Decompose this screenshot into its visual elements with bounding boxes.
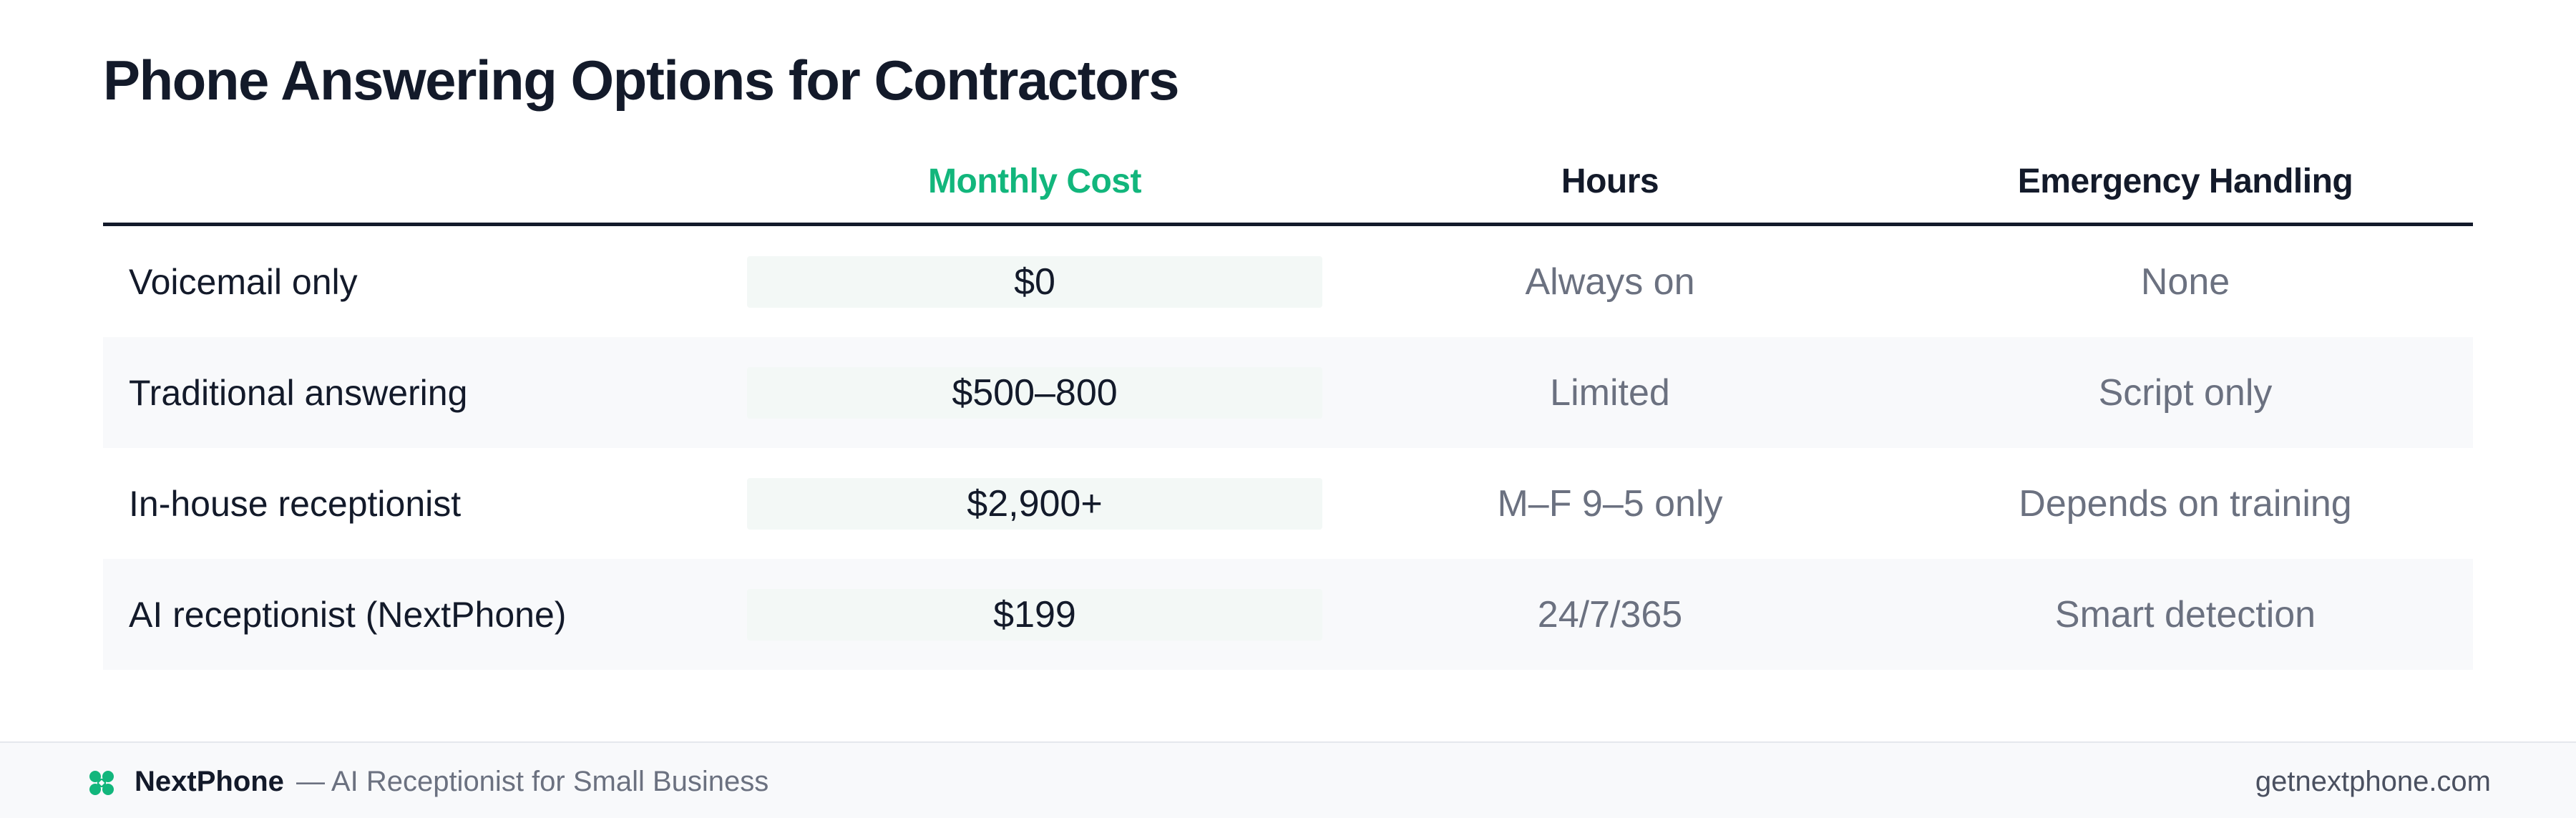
cost-cell: $199 (747, 588, 1322, 641)
nextphone-logo-icon (89, 771, 114, 795)
table-row: AI receptionist (NextPhone) $199 24/7/36… (103, 559, 2473, 670)
emergency-cell: Smart detection (2054, 593, 2316, 636)
footer-brand: NextPhone (135, 766, 284, 797)
table-header-row: Monthly Cost Hours Emergency Handling (103, 140, 2473, 226)
table-row: Traditional answering $500–800 Limited S… (103, 337, 2473, 448)
header-monthly-cost: Monthly Cost (928, 162, 1141, 200)
header-hours: Hours (1561, 162, 1659, 200)
emergency-cell: Script only (2098, 371, 2273, 414)
footer-url[interactable]: getnextphone.com (2255, 766, 2491, 797)
hours-cell: Always on (1525, 261, 1695, 303)
cost-cell: $500–800 (747, 366, 1322, 419)
cost-cell: $2,900+ (747, 477, 1322, 530)
page-title: Phone Answering Options for Contractors (103, 49, 1180, 112)
hours-cell: 24/7/365 (1537, 593, 1683, 636)
hours-cell: Limited (1550, 371, 1670, 414)
emergency-cell: None (2140, 261, 2230, 303)
option-label: Traditional answering (129, 372, 468, 413)
comparison-table: Monthly Cost Hours Emergency Handling Vo… (103, 140, 2473, 670)
footer-bar: NextPhone — AI Receptionist for Small Bu… (0, 741, 2576, 818)
option-label: In-house receptionist (129, 483, 462, 524)
option-label: Voicemail only (129, 261, 358, 302)
table-row: Voicemail only $0 Always on None (103, 226, 2473, 337)
table-row: In-house receptionist $2,900+ M–F 9–5 on… (103, 448, 2473, 559)
option-label: AI receptionist (NextPhone) (129, 594, 567, 635)
emergency-cell: Depends on training (2019, 482, 2352, 525)
footer-tagline: — AI Receptionist for Small Business (296, 766, 769, 797)
header-emergency-handling: Emergency Handling (2017, 162, 2353, 200)
cost-cell: $0 (747, 255, 1322, 308)
hours-cell: M–F 9–5 only (1497, 482, 1723, 525)
